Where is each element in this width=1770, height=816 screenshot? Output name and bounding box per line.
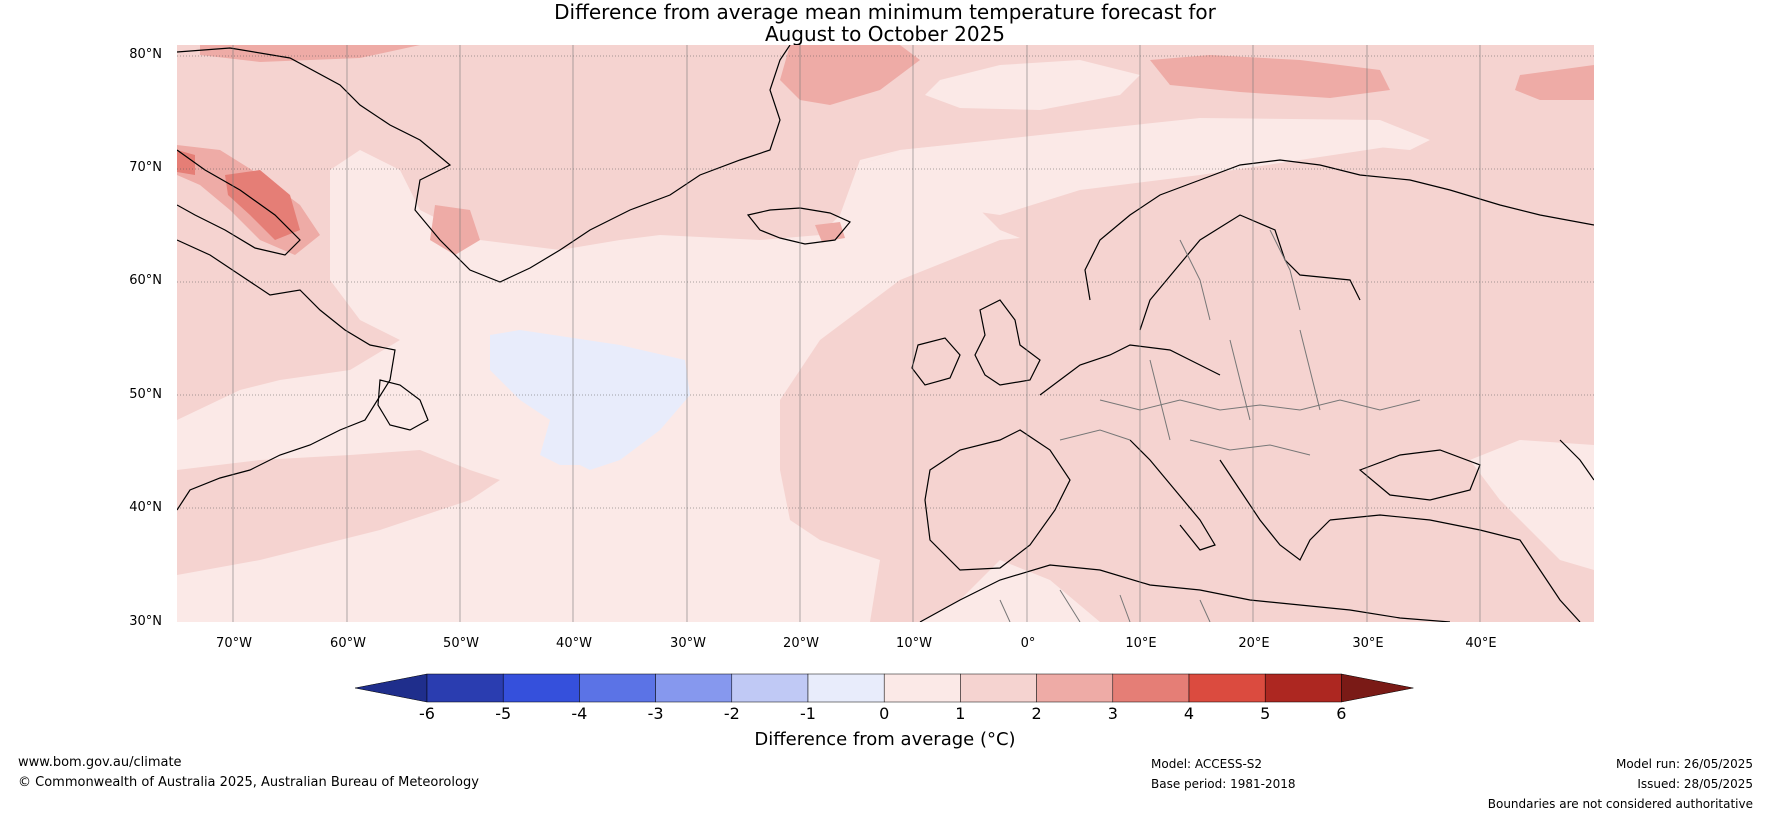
coastlines: [177, 45, 1594, 622]
meridians: [232, 45, 1481, 622]
colorbar-tick-label: -3: [647, 704, 664, 723]
colorbar-tick-label: 0: [879, 704, 890, 723]
coast-iceland: [746, 207, 851, 245]
country-borders: [999, 229, 1421, 622]
lon-label-40w: 40°W: [556, 636, 592, 651]
anomaly-1-2-region-south-west: [177, 450, 500, 575]
lon-label-40e: 40°E: [1465, 636, 1497, 651]
coast-north-africa: [919, 564, 1451, 622]
colorbar-segment: [1112, 673, 1190, 703]
colorbar-tick-label: 1: [955, 704, 966, 723]
colorbar-extend-low: [354, 673, 428, 703]
footer-issued: Issued: 28/05/2025: [1637, 777, 1753, 791]
lon-label-30w: 30°W: [670, 636, 706, 651]
lon-label-70w: 70°W: [216, 636, 252, 651]
border-lines-europe-2: [1149, 329, 1321, 441]
coast-turkey-levant: [1329, 514, 1581, 622]
lat-label-50n: 50°N: [129, 387, 162, 402]
colorbar-tick-label: 2: [1031, 704, 1042, 723]
colorbar-segment: [426, 673, 504, 703]
footer-copyright: © Commonwealth of Australia 2025, Austra…: [18, 775, 479, 790]
lat-label-80n: 80°N: [129, 47, 162, 62]
lon-label-20w: 20°W: [783, 636, 819, 651]
anomaly-neg1-0-patch: [490, 330, 690, 470]
anomaly-2-3-far-east: [1515, 65, 1594, 100]
colorbar-tick-label: 3: [1107, 704, 1118, 723]
anomaly-0-1-pocket-arctic: [925, 60, 1140, 110]
footer-model-run: Model run: 26/05/2025: [1615, 757, 1753, 771]
coast-greenland: [177, 45, 791, 283]
lat-label-30n: 30°N: [129, 614, 162, 629]
colorbar-segment: [960, 673, 1037, 703]
colorbar-tick-label: 6: [1336, 704, 1347, 723]
colorbar-segment: [502, 673, 580, 703]
colorbar-segment: [807, 673, 885, 703]
lon-label-60w: 60°W: [330, 636, 366, 651]
coast-sweden-finland: [1139, 214, 1361, 331]
colorbar-segment: [1264, 673, 1342, 703]
anomaly-1-2-region-north: [177, 45, 1594, 420]
map-title-line1: Difference from average mean minimum tem…: [554, 0, 1216, 24]
anomaly-1-2-region-europe: [780, 230, 1594, 622]
colorbar-segment: [579, 673, 656, 703]
anomaly-0-1-pocket-turkey: [1470, 440, 1594, 560]
coast-balkans-greece: [1219, 459, 1331, 561]
coast-newfoundland: [377, 379, 429, 431]
coast-continental-europe: [1039, 344, 1221, 396]
colorbar-tick-label: -1: [800, 704, 816, 723]
colorbar-extend-high: [1341, 673, 1414, 703]
lon-label-50w: 50°W: [443, 636, 479, 651]
lat-label-60n: 60°N: [129, 273, 162, 288]
footer-model: Model: ACCESS-S2: [1151, 757, 1263, 771]
lat-label-40n: 40°N: [129, 500, 162, 515]
colorbar-segment: [1036, 673, 1114, 703]
colorbar-segment: [655, 673, 733, 703]
coast-baffin: [177, 149, 301, 256]
anomaly-2-3-greenland-east: [780, 45, 920, 105]
coast-caspian: [1559, 439, 1594, 481]
lon-label-10e: 10°E: [1125, 636, 1157, 651]
colorbar-label: Difference from average (°C): [754, 729, 1016, 750]
footer-disclaimer: Boundaries are not considered authoritat…: [1487, 797, 1753, 811]
anomaly-3-4-baffin: [225, 170, 300, 240]
coast-norway: [1084, 159, 1594, 301]
border-lines-scandinavia: [1179, 229, 1301, 321]
footer-base-period: Base period: 1981-2018: [1151, 777, 1296, 791]
map-title-line2: August to October 2025: [764, 22, 1006, 46]
border-lines-north-africa: [999, 589, 1211, 622]
colorbar-tick-label: 4: [1183, 704, 1195, 723]
coast-black-sea: [1358, 449, 1481, 501]
coast-italy: [1129, 439, 1216, 551]
colorbar-tick-label: -4: [571, 704, 588, 723]
graticule: [177, 55, 1594, 509]
anomaly-2-3-svalbard: [1150, 55, 1390, 98]
colorbar: [354, 673, 1414, 703]
footer-website: www.bom.gov.au/climate: [18, 755, 182, 770]
coast-iberia: [924, 429, 1071, 571]
lat-label-70n: 70°N: [129, 160, 162, 175]
lon-label-30e: 30°E: [1352, 636, 1384, 651]
colorbar-tick-label: -5: [495, 704, 512, 723]
colorbar-tick-label: -6: [419, 704, 435, 723]
anomaly-2-3-north-edge: [200, 45, 420, 62]
anomaly-0-1-pocket-norway: [860, 125, 1400, 215]
border-lines-europe-3: [1059, 429, 1311, 456]
lon-label-20e: 20°E: [1238, 636, 1270, 651]
border-lines-europe-1: [1099, 399, 1421, 411]
colorbar-segment: [731, 673, 809, 703]
lon-label-10w: 10°W: [896, 636, 932, 651]
colorbar-tick-label: -2: [723, 704, 740, 723]
colorbar-segment: [1188, 673, 1266, 703]
colorbar-tick-label: 5: [1260, 704, 1271, 723]
coast-britain: [974, 299, 1041, 386]
coast-ireland: [911, 337, 961, 386]
coast-labrador: [177, 239, 396, 511]
map-field: [177, 45, 1594, 622]
colorbar-segment: [883, 673, 961, 703]
lon-label-0: 0°: [1020, 636, 1036, 651]
anomaly-3-4-west-edge: [177, 150, 195, 175]
